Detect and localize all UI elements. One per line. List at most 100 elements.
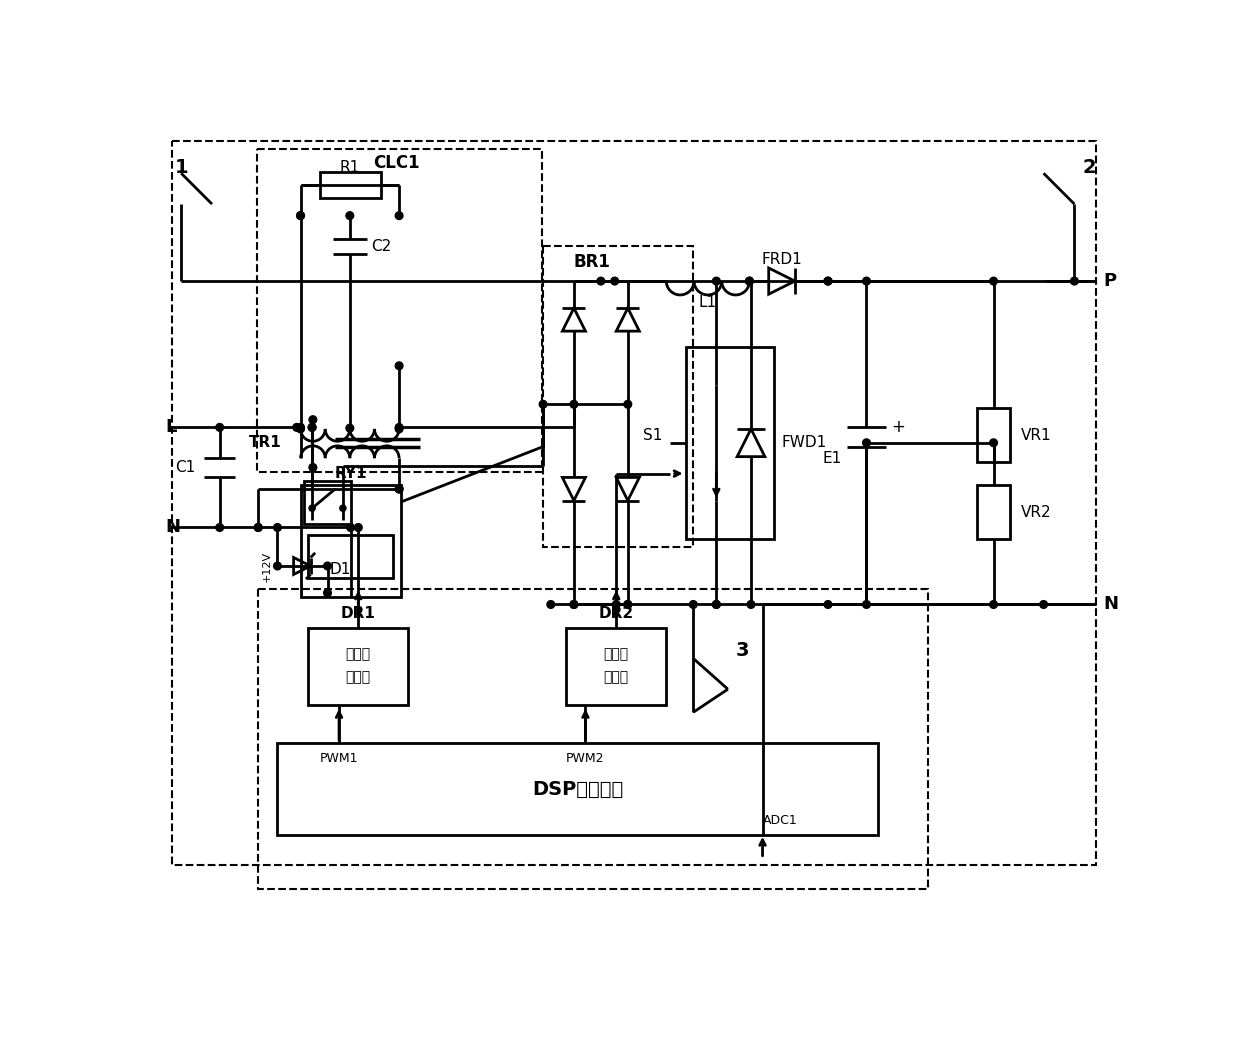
- Bar: [304, 481, 351, 523]
- Text: VR2: VR2: [1021, 504, 1052, 520]
- Text: 电压型: 电压型: [604, 647, 629, 662]
- Text: P: P: [1104, 272, 1117, 290]
- Circle shape: [863, 277, 870, 285]
- Circle shape: [216, 523, 223, 532]
- Circle shape: [346, 212, 353, 219]
- Circle shape: [570, 600, 578, 608]
- Circle shape: [296, 424, 304, 431]
- Bar: [300, 485, 401, 597]
- Circle shape: [296, 425, 304, 433]
- Circle shape: [309, 505, 315, 511]
- Text: D1: D1: [329, 562, 351, 577]
- Text: N: N: [1104, 595, 1118, 613]
- Bar: [309, 628, 408, 704]
- Text: DR1: DR1: [341, 606, 376, 622]
- Bar: [543, 247, 693, 546]
- Bar: [278, 743, 878, 836]
- Circle shape: [396, 212, 403, 219]
- Text: PWM1: PWM1: [320, 752, 358, 765]
- Circle shape: [624, 400, 631, 408]
- Circle shape: [274, 523, 281, 532]
- Text: S1: S1: [644, 428, 662, 443]
- Circle shape: [570, 600, 578, 608]
- Text: FRD1: FRD1: [761, 252, 802, 267]
- Text: +12V: +12V: [262, 551, 272, 581]
- Text: 1: 1: [175, 158, 188, 177]
- Text: L: L: [166, 418, 177, 436]
- Text: R1: R1: [340, 160, 360, 175]
- Circle shape: [613, 600, 620, 608]
- Circle shape: [309, 424, 316, 431]
- Bar: [309, 535, 393, 577]
- Circle shape: [1070, 277, 1079, 285]
- Circle shape: [346, 425, 353, 432]
- Bar: [172, 141, 1096, 865]
- Circle shape: [396, 425, 403, 433]
- Circle shape: [990, 438, 997, 447]
- Circle shape: [216, 424, 223, 431]
- Circle shape: [274, 562, 281, 570]
- Bar: [686, 346, 774, 539]
- Text: 3: 3: [735, 641, 749, 660]
- Text: TR1: TR1: [248, 435, 281, 450]
- Circle shape: [713, 600, 720, 608]
- Bar: [257, 148, 542, 472]
- Circle shape: [547, 600, 554, 608]
- Circle shape: [713, 277, 720, 285]
- Circle shape: [309, 416, 316, 424]
- Circle shape: [396, 485, 403, 492]
- Text: DSP控制电路: DSP控制电路: [532, 779, 624, 798]
- Circle shape: [689, 600, 697, 608]
- Bar: [320, 172, 382, 198]
- Text: 驱动器: 驱动器: [604, 670, 629, 684]
- Text: C1: C1: [175, 460, 195, 474]
- Circle shape: [355, 523, 362, 532]
- Circle shape: [396, 424, 403, 431]
- Circle shape: [713, 600, 720, 608]
- Text: VR1: VR1: [1021, 428, 1052, 443]
- Circle shape: [324, 562, 331, 570]
- Circle shape: [863, 438, 870, 447]
- Circle shape: [309, 464, 316, 471]
- Circle shape: [596, 277, 605, 285]
- Text: RY1: RY1: [335, 466, 367, 481]
- Text: ADC1: ADC1: [763, 813, 797, 827]
- Circle shape: [324, 589, 331, 597]
- Circle shape: [570, 400, 578, 408]
- Circle shape: [347, 523, 355, 532]
- Text: DR2: DR2: [599, 606, 634, 622]
- Circle shape: [624, 600, 631, 608]
- Circle shape: [396, 485, 403, 492]
- Circle shape: [254, 523, 262, 532]
- Text: 电流型: 电流型: [346, 647, 371, 662]
- Circle shape: [1040, 600, 1048, 608]
- Circle shape: [624, 600, 631, 608]
- Circle shape: [825, 600, 832, 608]
- Bar: [567, 628, 666, 704]
- Text: E1: E1: [822, 451, 842, 466]
- Text: FWD1: FWD1: [781, 435, 827, 450]
- Text: BR1: BR1: [573, 253, 610, 271]
- Circle shape: [296, 212, 304, 219]
- Circle shape: [745, 277, 754, 285]
- Circle shape: [396, 362, 403, 370]
- Circle shape: [990, 600, 997, 608]
- Circle shape: [863, 600, 870, 608]
- Text: CLC1: CLC1: [373, 154, 420, 172]
- Text: L1: L1: [699, 295, 717, 310]
- Circle shape: [293, 424, 300, 431]
- Text: 2: 2: [1083, 158, 1096, 177]
- Text: C2: C2: [372, 239, 392, 254]
- Text: 驱动器: 驱动器: [346, 670, 371, 684]
- Circle shape: [309, 424, 316, 431]
- Text: N: N: [166, 519, 181, 537]
- Bar: [977, 408, 1011, 462]
- Circle shape: [748, 600, 755, 608]
- Circle shape: [340, 505, 346, 511]
- Text: PWM2: PWM2: [567, 752, 605, 765]
- Circle shape: [990, 277, 997, 285]
- Circle shape: [539, 400, 547, 408]
- Bar: [258, 589, 928, 890]
- Circle shape: [825, 277, 832, 285]
- Circle shape: [254, 523, 262, 532]
